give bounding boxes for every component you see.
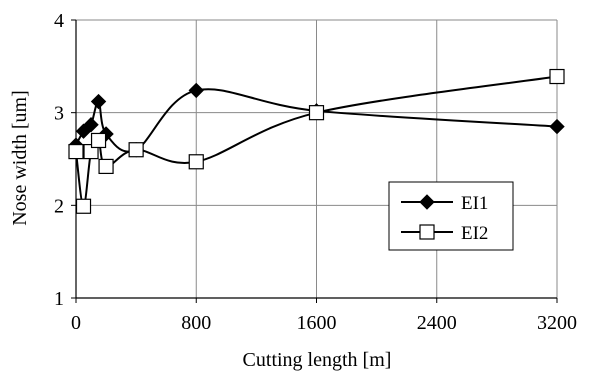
x-tick-label: 1600: [297, 312, 337, 334]
legend-marker-ei2: [419, 224, 435, 240]
x-axis-title: Cutting length [m]: [243, 349, 392, 371]
x-tick-label: 800: [181, 312, 211, 334]
x-tick-label: 3200: [537, 312, 577, 334]
data-point-ei2: [68, 143, 84, 160]
y-axis-title: Nose width [um]: [9, 90, 31, 226]
axes: [71, 19, 558, 303]
data-point-ei2: [128, 142, 144, 158]
tick-labels: 0 800 1600 2400 3200 1 2 3 4: [54, 10, 577, 334]
series-line-ei2: [75, 75, 558, 208]
series-ei1: [68, 82, 565, 158]
y-tick-label: 2: [54, 195, 64, 217]
x-tick-label: 0: [71, 312, 81, 334]
legend-box: [388, 181, 514, 251]
data-point-ei2: [308, 105, 325, 121]
data-series: [68, 68, 565, 214]
data-point-ei1: [549, 118, 565, 135]
data-point-ei2: [90, 132, 107, 149]
x-tick-label: 2400: [417, 312, 457, 334]
y-tick-label: 3: [54, 103, 64, 125]
y-tick-label: 1: [54, 288, 64, 310]
data-point-ei2: [98, 158, 114, 175]
legend-label-ei1: EI1: [461, 193, 488, 214]
data-point-ei1: [83, 117, 99, 133]
data-point-ei1: [188, 82, 204, 99]
data-point-ei2: [188, 154, 204, 170]
data-point-ei2: [549, 68, 565, 85]
series-ei2: [68, 68, 565, 214]
legend-marker-ei1: [419, 194, 435, 210]
y-tick-label: 4: [54, 10, 64, 32]
data-point-ei2: [75, 198, 92, 214]
legend-label-ei2: EI2: [461, 223, 488, 244]
gridlines: [75, 19, 558, 299]
data-point-ei1: [90, 93, 107, 110]
